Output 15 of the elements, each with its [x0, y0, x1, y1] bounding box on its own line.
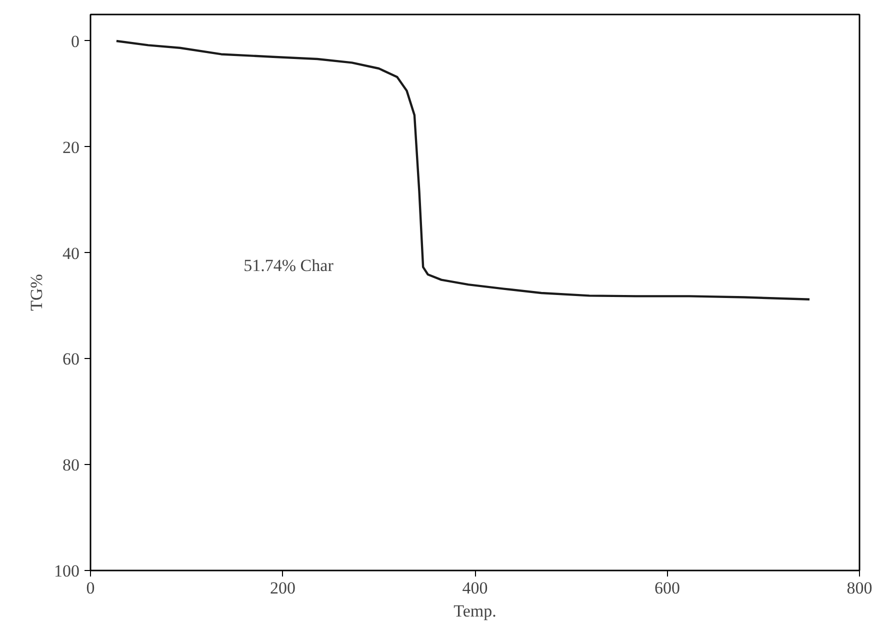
x-tick-label: 600 [654, 578, 680, 598]
x-tick-label: 0 [86, 578, 95, 598]
y-tick-label: 60 [62, 350, 80, 369]
annotation: 51.74% Char [244, 256, 334, 275]
y-tick-label: 0 [71, 32, 80, 51]
y-tick-label: 20 [62, 138, 80, 157]
x-axis-title: Temp. [454, 602, 496, 620]
x-tick-label: 400 [462, 578, 488, 598]
y-tick-label: 80 [62, 456, 80, 475]
x-tick-label: 800 [846, 578, 872, 598]
y-tick-label: 40 [62, 244, 80, 263]
x-tick-label: 200 [270, 578, 296, 598]
y-tick-label: 100 [54, 562, 80, 580]
line-series [115, 40, 811, 300]
y-axis-title: TG% [27, 274, 46, 311]
